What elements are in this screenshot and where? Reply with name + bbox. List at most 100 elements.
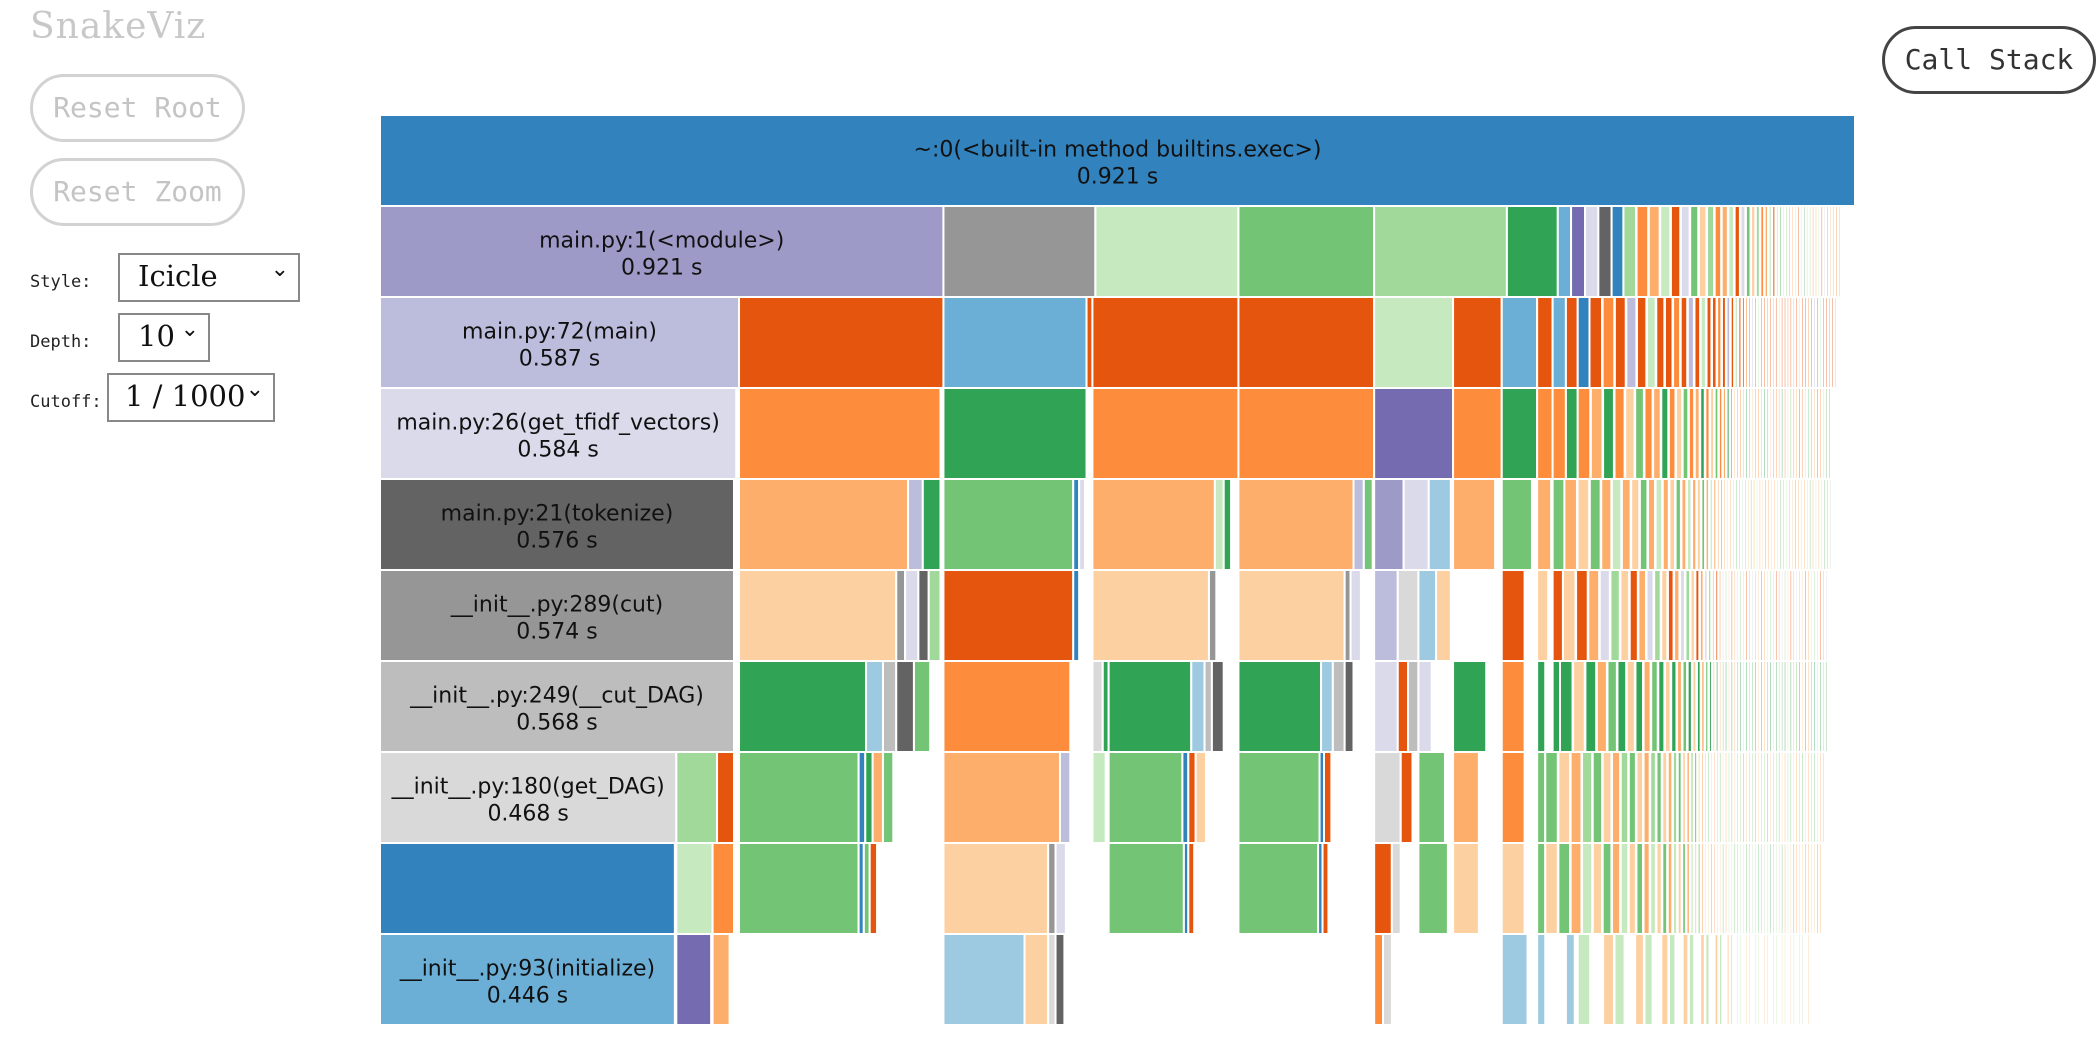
frame[interactable] [1187,842,1196,935]
frame[interactable] [1653,569,1662,662]
frame[interactable] [1536,933,1547,1026]
frame[interactable] [1679,205,1691,298]
frame[interactable] [1667,387,1677,480]
frame[interactable] [1597,205,1613,298]
frame[interactable] [1642,842,1651,935]
frame[interactable] [1237,751,1321,844]
frame[interactable] [1613,387,1626,480]
frame[interactable] [738,296,945,389]
frame[interactable] [1576,387,1592,480]
frame[interactable] [1686,660,1693,753]
frame-depth-6[interactable] [379,660,735,753]
frame[interactable] [1672,296,1682,389]
frame[interactable] [1362,478,1374,571]
frame[interactable] [716,751,735,844]
frame[interactable] [675,933,713,1026]
frame[interactable] [1237,296,1376,389]
frame[interactable] [1673,569,1681,662]
frame[interactable] [1800,933,1805,1026]
frame[interactable] [1616,660,1628,753]
frame[interactable] [1645,296,1657,389]
frame[interactable] [1237,205,1376,298]
frame[interactable] [1739,205,1747,298]
frame[interactable] [1638,478,1649,571]
frame[interactable] [1652,387,1662,480]
frame[interactable] [1707,569,1713,662]
frame[interactable] [1679,296,1689,389]
frame[interactable] [904,569,920,662]
frame[interactable] [1720,205,1729,298]
frame[interactable] [1551,569,1564,662]
frame[interactable] [1551,387,1567,480]
frame[interactable] [1699,296,1707,389]
frame[interactable] [1703,569,1709,662]
frame[interactable] [1693,387,1701,480]
frame[interactable] [1700,478,1707,571]
frame[interactable] [1635,205,1650,298]
frame[interactable] [1564,933,1576,1026]
frame[interactable] [942,478,1075,571]
frame[interactable] [1210,660,1225,753]
frame[interactable] [1557,751,1572,844]
frame[interactable] [1373,933,1385,1026]
frame-depth-4[interactable] [379,478,735,571]
frame[interactable] [1685,478,1693,571]
frame[interactable] [1591,842,1604,935]
frame[interactable] [1666,842,1674,935]
frame[interactable] [1023,933,1050,1026]
frame[interactable] [1835,296,1840,389]
frame[interactable] [1689,842,1695,935]
frame[interactable] [1213,478,1225,571]
frame[interactable] [1047,842,1057,935]
frame[interactable] [1570,205,1587,298]
frame[interactable] [1609,569,1621,662]
frame[interactable] [1830,387,1834,480]
frame[interactable] [1619,751,1630,844]
frame[interactable] [1107,660,1193,753]
frame[interactable] [1610,478,1623,571]
frame[interactable] [1691,478,1698,571]
frame[interactable] [1559,660,1574,753]
frame[interactable] [1821,842,1824,935]
frame[interactable] [895,660,915,753]
frame[interactable] [1627,842,1637,935]
frame-depth-2[interactable] [379,296,741,389]
frame[interactable] [1729,296,1736,389]
frame[interactable] [1572,660,1586,753]
frame[interactable] [738,478,910,571]
frame[interactable] [1417,569,1438,662]
frame[interactable] [1107,751,1184,844]
frame[interactable] [1427,478,1452,571]
frame[interactable] [1689,205,1700,298]
frame[interactable] [1698,569,1705,662]
frame[interactable] [1660,569,1669,662]
frame[interactable] [1203,660,1213,753]
frame[interactable] [1827,569,1830,662]
frame[interactable] [1706,205,1716,298]
frame[interactable] [1576,933,1592,1026]
frame[interactable] [1619,569,1631,662]
frame[interactable] [1054,842,1067,935]
frame[interactable] [1602,387,1615,480]
frame[interactable] [1091,296,1240,389]
frame[interactable] [1576,478,1591,571]
frame[interactable] [1557,842,1572,935]
frame[interactable] [1710,569,1716,662]
frame[interactable] [1689,751,1695,844]
frame[interactable] [1595,660,1608,753]
frame[interactable] [1500,569,1526,662]
frame[interactable] [1373,478,1405,571]
frame[interactable] [1601,751,1613,844]
frame[interactable] [1321,842,1330,935]
frame[interactable] [1721,387,1728,480]
frame[interactable] [1663,660,1672,753]
frame-depth-3[interactable] [379,387,738,480]
frame[interactable] [1660,387,1670,480]
frame[interactable] [868,842,879,935]
frame[interactable] [1733,205,1741,298]
frame[interactable] [1054,933,1066,1026]
frame[interactable] [1417,842,1449,935]
frame[interactable] [1628,569,1639,662]
frame[interactable] [1634,387,1645,480]
frame[interactable] [1643,933,1654,1026]
